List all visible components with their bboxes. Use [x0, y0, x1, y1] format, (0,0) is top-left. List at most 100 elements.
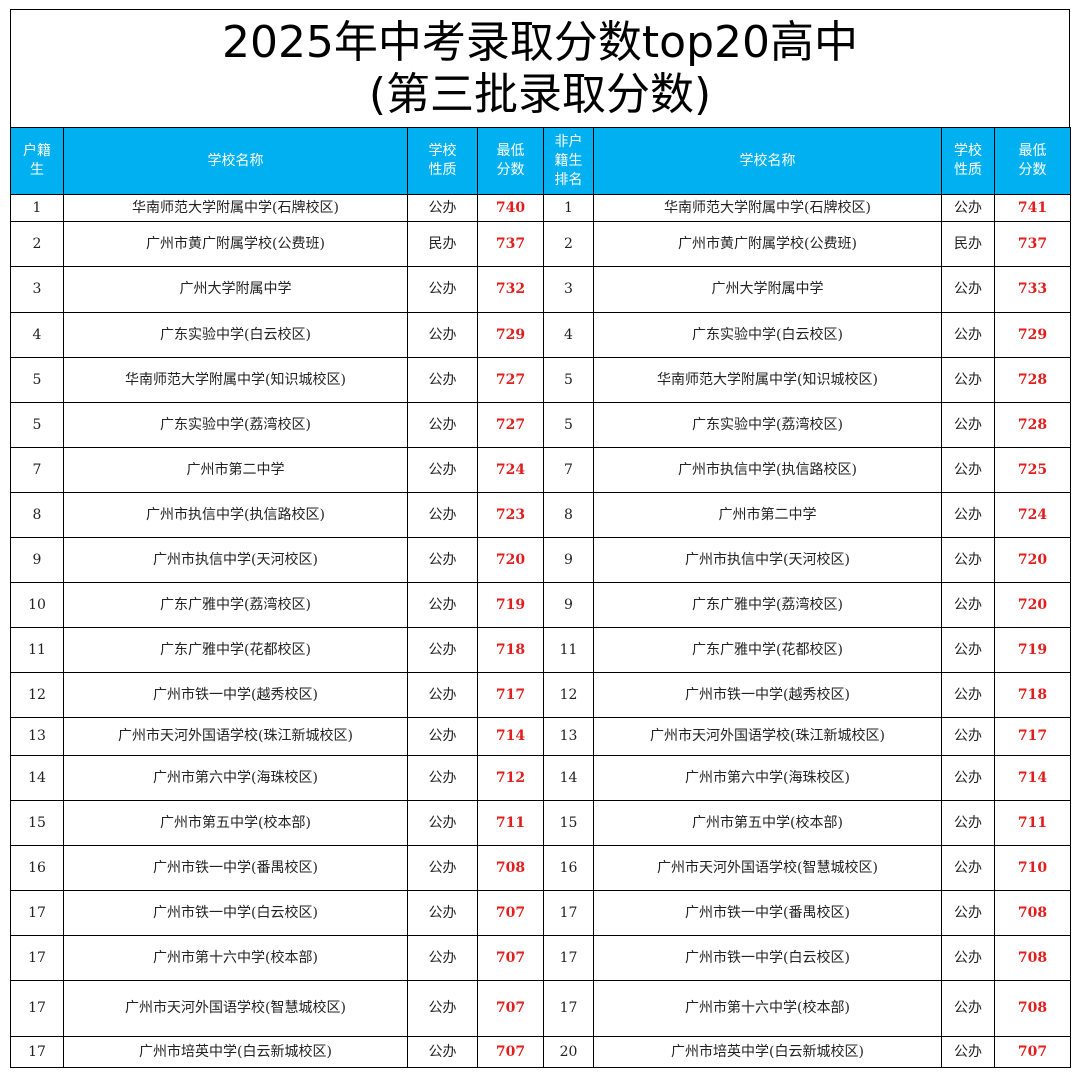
school-type-right-cell: 民办: [941, 221, 995, 267]
min-score-left-cell: 720: [477, 537, 544, 583]
rank-local-cell: 10: [10, 582, 64, 628]
min-score-right-cell: 724: [994, 492, 1071, 538]
table-row: 7 广州市第二中学 公办 724 7 广州市执信中学(执信路校区) 公办 725: [10, 447, 1071, 493]
min-score-left-cell: 723: [477, 492, 544, 538]
min-score-left-cell: 712: [477, 755, 544, 801]
school-type-left-cell: 公办: [407, 672, 478, 718]
school-type-left-cell: 公办: [407, 357, 478, 403]
min-score-left-cell: 732: [477, 266, 544, 313]
school-type-right-cell: 公办: [941, 800, 995, 846]
school-name-right-cell: 广州市铁一中学(番禺校区): [593, 890, 942, 936]
min-score-left-cell: 707: [477, 935, 544, 981]
school-type-right-cell: 公办: [941, 582, 995, 628]
header-school-type-left: 学校性质: [407, 127, 478, 195]
school-type-right-cell: 公办: [941, 492, 995, 538]
rank-nonlocal-cell: 15: [543, 800, 594, 846]
rank-nonlocal-cell: 12: [543, 672, 594, 718]
min-score-right-cell: 741: [994, 194, 1071, 222]
rank-local-cell: 15: [10, 800, 64, 846]
table-row: 12 广州市铁一中学(越秀校区) 公办 717 12 广州市铁一中学(越秀校区) 公办 718: [10, 672, 1071, 718]
score-sheet: 2025年中考录取分数top20高中 (第三批录取分数) 户籍生 学校名称 学校…: [10, 9, 1071, 1068]
school-name-right-cell: 广东实验中学(荔湾校区): [593, 402, 942, 448]
min-score-right-cell: 737: [994, 221, 1071, 267]
school-name-right-cell: 广州市执信中学(执信路校区): [593, 447, 942, 493]
header-row: 户籍生 学校名称 学校性质 最低分数 非户籍生排名 学校名称 学校性质 最低分数: [10, 127, 1071, 195]
school-type-right-cell: 公办: [941, 672, 995, 718]
school-name-left-cell: 广州市执信中学(执信路校区): [63, 492, 408, 538]
header-school-type-right: 学校性质: [941, 127, 995, 195]
rank-local-cell: 1: [10, 194, 64, 222]
table-row: 11 广东广雅中学(花都校区) 公办 718 11 广东广雅中学(花都校区) 公办 719: [10, 627, 1071, 673]
school-name-right-cell: 广州市天河外国语学校(珠江新城校区): [593, 717, 942, 756]
rank-local-cell: 16: [10, 845, 64, 891]
rank-nonlocal-cell: 5: [543, 402, 594, 448]
min-score-right-cell: 728: [994, 357, 1071, 403]
school-name-left-cell: 广州市第十六中学(校本部): [63, 935, 408, 981]
school-name-left-cell: 广州市第六中学(海珠校区): [63, 755, 408, 801]
min-score-left-cell: 719: [477, 582, 544, 628]
school-type-left-cell: 公办: [407, 402, 478, 448]
school-type-left-cell: 公办: [407, 537, 478, 583]
min-score-right-cell: 720: [994, 537, 1071, 583]
school-name-left-cell: 广东广雅中学(荔湾校区): [63, 582, 408, 628]
min-score-right-cell: 729: [994, 312, 1071, 358]
min-score-right-cell: 711: [994, 800, 1071, 846]
school-name-left-cell: 广州市执信中学(天河校区): [63, 537, 408, 583]
min-score-left-cell: 707: [477, 1036, 544, 1068]
school-type-left-cell: 公办: [407, 194, 478, 222]
school-type-left-cell: 公办: [407, 312, 478, 358]
school-type-left-cell: 公办: [407, 492, 478, 538]
rank-nonlocal-cell: 17: [543, 935, 594, 981]
min-score-right-cell: 719: [994, 627, 1071, 673]
school-name-right-cell: 广州市铁一中学(越秀校区): [593, 672, 942, 718]
school-name-right-cell: 广州市天河外国语学校(智慧城校区): [593, 845, 942, 891]
school-name-left-cell: 华南师范大学附属中学(知识城校区): [63, 357, 408, 403]
min-score-right-cell: 714: [994, 755, 1071, 801]
school-type-right-cell: 公办: [941, 1036, 995, 1068]
school-type-right-cell: 公办: [941, 890, 995, 936]
rank-nonlocal-cell: 17: [543, 890, 594, 936]
school-type-right-cell: 公办: [941, 755, 995, 801]
school-name-left-cell: 广州市第五中学(校本部): [63, 800, 408, 846]
school-type-right-cell: 公办: [941, 935, 995, 981]
title-line-2: (第三批录取分数): [368, 68, 712, 120]
school-type-left-cell: 公办: [407, 980, 478, 1037]
min-score-right-cell: 708: [994, 890, 1071, 936]
header-rank-local: 户籍生: [10, 127, 64, 195]
rank-nonlocal-cell: 14: [543, 755, 594, 801]
score-table: 户籍生 学校名称 学校性质 最低分数 非户籍生排名 学校名称 学校性质 最低分数…: [10, 127, 1071, 1068]
school-type-left-cell: 公办: [407, 800, 478, 846]
min-score-left-cell: 737: [477, 221, 544, 267]
title-line-1: 2025年中考录取分数top20高中: [221, 16, 859, 68]
rank-nonlocal-cell: 8: [543, 492, 594, 538]
school-name-left-cell: 广州市天河外国语学校(珠江新城校区): [63, 717, 408, 756]
school-type-left-cell: 公办: [407, 627, 478, 673]
rank-local-cell: 5: [10, 357, 64, 403]
header-min-score-left: 最低分数: [477, 127, 544, 195]
rank-nonlocal-cell: 9: [543, 537, 594, 583]
school-name-left-cell: 华南师范大学附属中学(石牌校区): [63, 194, 408, 222]
rank-local-cell: 17: [10, 980, 64, 1037]
table-row: 9 广州市执信中学(天河校区) 公办 720 9 广州市执信中学(天河校区) 公办 720: [10, 537, 1071, 583]
school-type-right-cell: 公办: [941, 980, 995, 1037]
rank-local-cell: 2: [10, 221, 64, 267]
min-score-right-cell: 710: [994, 845, 1071, 891]
school-type-right-cell: 公办: [941, 627, 995, 673]
school-type-right-cell: 公办: [941, 357, 995, 403]
school-type-left-cell: 公办: [407, 717, 478, 756]
table-row: 4 广东实验中学(白云校区) 公办 729 4 广东实验中学(白云校区) 公办 729: [10, 312, 1071, 358]
rank-local-cell: 4: [10, 312, 64, 358]
school-name-left-cell: 广州市培英中学(白云新城校区): [63, 1036, 408, 1068]
school-type-left-cell: 公办: [407, 935, 478, 981]
rank-local-cell: 17: [10, 1036, 64, 1068]
rank-local-cell: 3: [10, 266, 64, 313]
table-row: 17 广州市培英中学(白云新城校区) 公办 707 20 广州市培英中学(白云新城校区) 公…: [10, 1036, 1071, 1068]
min-score-left-cell: 717: [477, 672, 544, 718]
min-score-right-cell: 728: [994, 402, 1071, 448]
school-name-right-cell: 广东实验中学(白云校区): [593, 312, 942, 358]
min-score-left-cell: 727: [477, 357, 544, 403]
school-name-left-cell: 广东实验中学(白云校区): [63, 312, 408, 358]
table-row: 15 广州市第五中学(校本部) 公办 711 15 广州市第五中学(校本部) 公办 711: [10, 800, 1071, 846]
header-school-name-left: 学校名称: [63, 127, 408, 195]
rank-local-cell: 14: [10, 755, 64, 801]
